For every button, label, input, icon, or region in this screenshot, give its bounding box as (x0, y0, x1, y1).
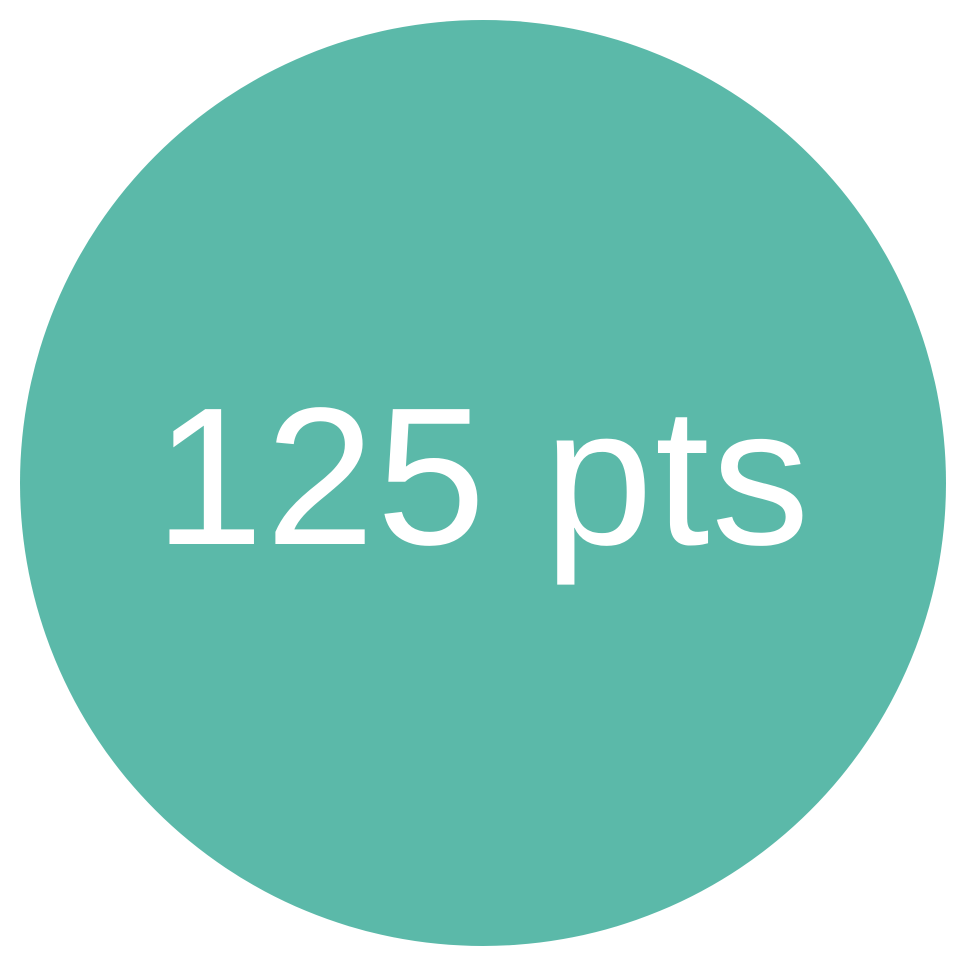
points-badge: 125 pts (20, 20, 946, 946)
points-label: 125 pts (154, 367, 812, 586)
